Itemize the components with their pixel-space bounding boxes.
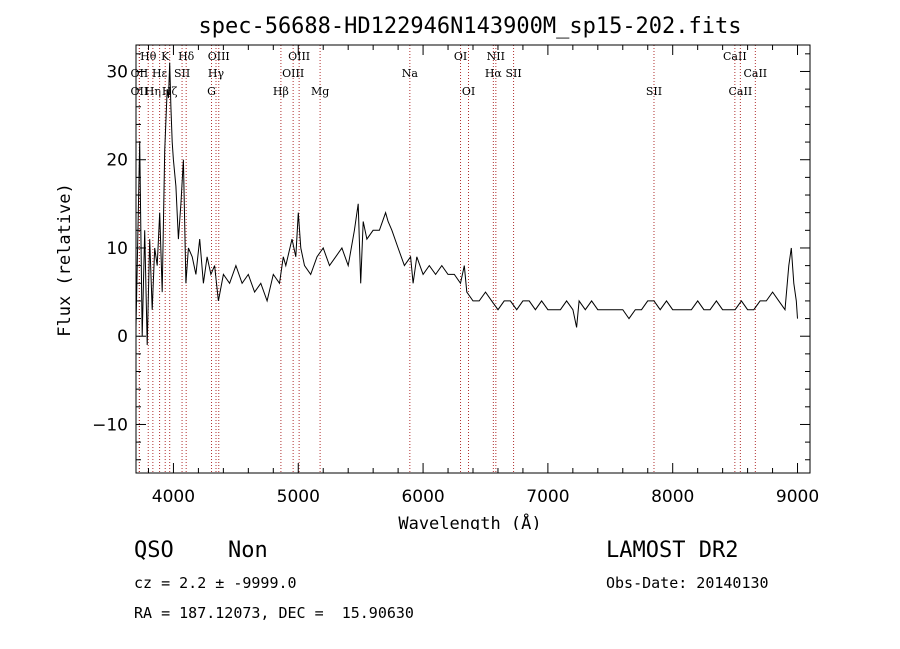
spectrum-line (135, 62, 798, 346)
line-label: OI (454, 50, 467, 63)
chart-title: spec-56688-HD122946N143900M_sp15-202.fit… (198, 14, 741, 39)
x-tick-label: 5000 (277, 487, 320, 507)
line-label: SII (646, 85, 662, 98)
x-tick-label: 7000 (526, 487, 569, 507)
line-label: OIII (288, 50, 310, 63)
spectrum-chart: spec-56688-HD122946N143900M_sp15-202.fit… (55, 14, 819, 530)
line-label: CaII (743, 67, 767, 80)
line-label: Hδ (178, 50, 195, 63)
y-tick-label: 10 (106, 239, 128, 259)
line-label: Hε (152, 67, 168, 80)
x-tick-label: 6000 (401, 487, 444, 507)
line-label: OIII (208, 50, 230, 63)
object-class: QSO (134, 538, 174, 563)
line-label: K (161, 50, 170, 63)
line-label: OII (131, 67, 149, 80)
x-tick-label: 8000 (651, 487, 694, 507)
line-label: Hβ (273, 85, 289, 98)
redshift-info: cz = 2.2 ± -9999.0 (134, 574, 297, 592)
line-label: SII (174, 67, 190, 80)
coordinates: RA = 187.12073, DEC = 15.90630 (134, 604, 414, 622)
y-axis-label: Flux (relative) (55, 183, 75, 337)
line-label: Hγ (208, 67, 225, 80)
line-label: OII (131, 85, 149, 98)
line-label: NII (487, 50, 505, 63)
y-tick-label: 20 (106, 151, 128, 171)
line-label: CaII (729, 85, 753, 98)
y-tick-label: 30 (106, 62, 128, 82)
x-tick-label: 9000 (776, 487, 819, 507)
axis-ticks: 4000 5000 6000 7000 8000 9000 −10 0 10 20 30 (92, 45, 819, 507)
line-label: Na (402, 67, 419, 80)
line-label: Hη (145, 85, 161, 98)
y-tick-label: −10 (92, 415, 128, 435)
observation-date: Obs-Date: 20140130 (606, 574, 769, 592)
survey-name: LAMOST DR2 (606, 538, 739, 563)
line-label: Mg (311, 85, 329, 98)
line-label: G (207, 85, 216, 98)
line-label: OI (462, 85, 475, 98)
line-label: CaII (723, 50, 747, 63)
y-tick-label: 0 (117, 327, 128, 347)
x-tick-label: 4000 (152, 487, 195, 507)
line-label: Hα (485, 67, 503, 80)
line-label: SII (505, 67, 521, 80)
x-axis-label: Wavelength (Å) (398, 512, 541, 530)
line-label: Hζ (162, 85, 178, 98)
plot-frame (135, 44, 811, 474)
line-label: OIII (282, 67, 304, 80)
line-label: Hθ (140, 50, 157, 63)
object-subclass: Non (228, 538, 268, 563)
